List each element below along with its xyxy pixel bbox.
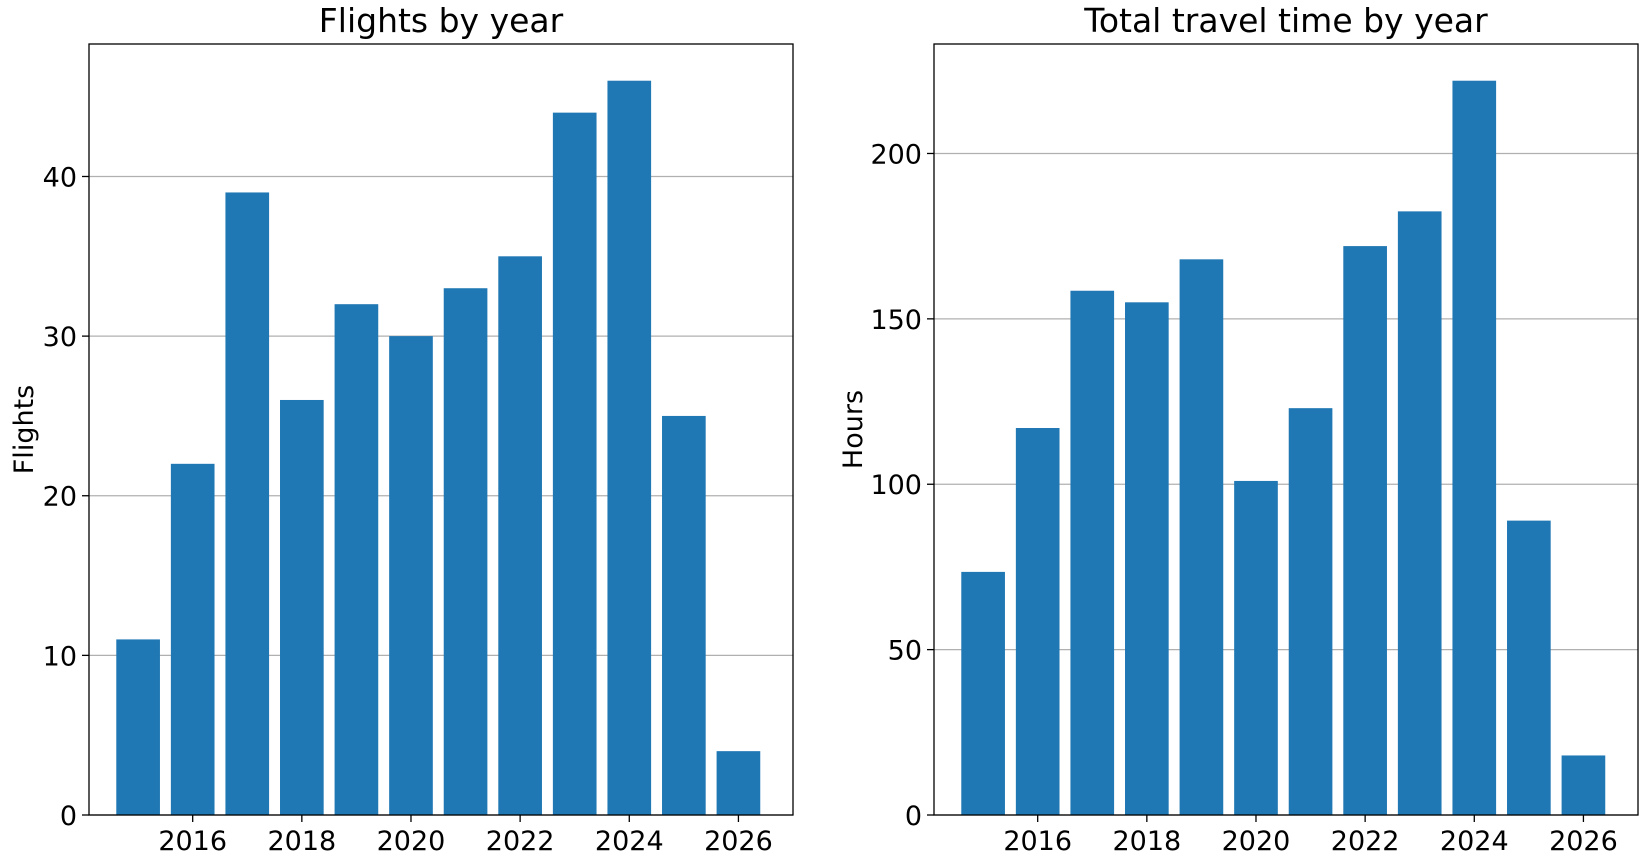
x-tick-label: 2026 — [1549, 826, 1618, 857]
y-tick-label: 0 — [905, 801, 922, 832]
bar-2018 — [1125, 302, 1169, 816]
bar-2025 — [1507, 520, 1551, 815]
bar-2026 — [1561, 755, 1606, 815]
y-tick-label: 20 — [43, 482, 77, 513]
x-tick-label: 2018 — [267, 826, 336, 857]
bar-2015 — [116, 639, 160, 815]
axes-frame — [88, 43, 794, 816]
bar-2017 — [225, 192, 270, 815]
bar-2026 — [716, 751, 761, 815]
x-tick-label: 2020 — [377, 826, 446, 857]
y-tick-label: 200 — [870, 139, 922, 170]
bar-2019 — [334, 304, 379, 815]
bar-2022 — [1343, 246, 1387, 816]
x-tick-label: 2026 — [704, 826, 773, 857]
y-tick-label: 50 — [888, 636, 922, 667]
bar-2024 — [1452, 80, 1497, 815]
bar-2021 — [443, 288, 488, 815]
flights-by-year-chart: 2016 2018 2020 2022 2024 2026 0 10 20 30 40 Flights… — [9, 1, 794, 857]
chart-title: Flights by year — [319, 1, 564, 40]
x-tick-label: 2024 — [595, 826, 664, 857]
bar-2024 — [607, 80, 652, 815]
x-tick-label: 2016 — [1003, 826, 1072, 857]
bar-2020 — [1234, 480, 1278, 815]
bar-2016 — [170, 463, 215, 815]
bar-2021 — [1288, 408, 1333, 815]
bar-2017 — [1070, 290, 1115, 815]
bar-2025 — [662, 415, 706, 815]
x-tick-label: 2020 — [1222, 826, 1291, 857]
x-tick-label: 2018 — [1112, 826, 1181, 857]
x-tick-label: 2022 — [1331, 826, 1400, 857]
y-axis-label: Flights — [9, 385, 40, 474]
y-tick-label: 40 — [43, 162, 77, 193]
bar-2023 — [1397, 211, 1442, 815]
bar-2020 — [389, 336, 433, 815]
axes-frame — [933, 43, 1639, 816]
y-tick-label: 10 — [43, 641, 77, 672]
bar-2019 — [1179, 259, 1224, 815]
x-tick-label: 2024 — [1440, 826, 1509, 857]
y-axis-label: Hours — [838, 390, 869, 469]
y-tick-label: 100 — [870, 470, 922, 501]
bar-2016 — [1015, 428, 1060, 815]
x-tick-label: 2022 — [486, 826, 555, 857]
y-tick-label: 0 — [60, 801, 77, 832]
chart-title: Total travel time by year — [1083, 1, 1488, 40]
y-tick-label: 30 — [43, 322, 77, 353]
x-tick-label: 2016 — [158, 826, 227, 857]
bar-2018 — [280, 399, 324, 815]
bar-2022 — [498, 256, 542, 816]
bar-2023 — [552, 112, 597, 815]
y-tick-label: 150 — [870, 305, 922, 336]
bar-2015 — [961, 571, 1005, 815]
travel-time-by-year-chart: 2016 2018 2020 2022 2024 2026 0 50 100 150 200 Tota… — [838, 1, 1639, 857]
